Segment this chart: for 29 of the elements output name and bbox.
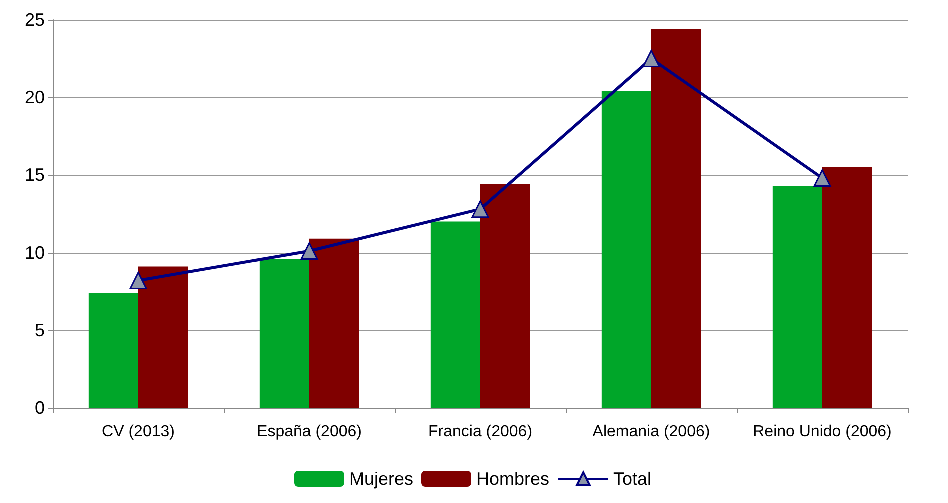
point (472, 200, 490, 218)
bar (310, 238, 360, 408)
bar (652, 29, 702, 408)
x-tick-label: España (2006) (257, 424, 362, 440)
x-tick-label: Reino Unido (2006) (753, 424, 892, 440)
x-tick-label: CV (2013) (102, 424, 175, 440)
y-tick-label: 0 (34, 398, 45, 418)
point (814, 170, 832, 188)
bar (88, 293, 138, 408)
bar (822, 167, 872, 408)
bar (602, 91, 652, 408)
legend-label: Total (614, 469, 652, 489)
bar (772, 186, 822, 408)
x-tick-label: Francia (2006) (428, 424, 533, 440)
point (300, 242, 318, 260)
y-tick-label: 20 (24, 88, 45, 108)
y-tick-label: 5 (34, 320, 45, 340)
x-tick-label: Alemania (2006) (592, 424, 710, 440)
point (642, 50, 660, 68)
legend-label: Mujeres (349, 469, 414, 489)
bar (430, 222, 480, 408)
y-tick-label: 15 (24, 165, 45, 186)
point (130, 272, 148, 290)
bar (260, 259, 310, 408)
bar (480, 184, 530, 408)
bar (138, 266, 188, 408)
y-tick-label: 25 (24, 10, 45, 30)
y-tick-label: 10 (24, 242, 45, 263)
legend-label: Hombres (476, 469, 550, 489)
